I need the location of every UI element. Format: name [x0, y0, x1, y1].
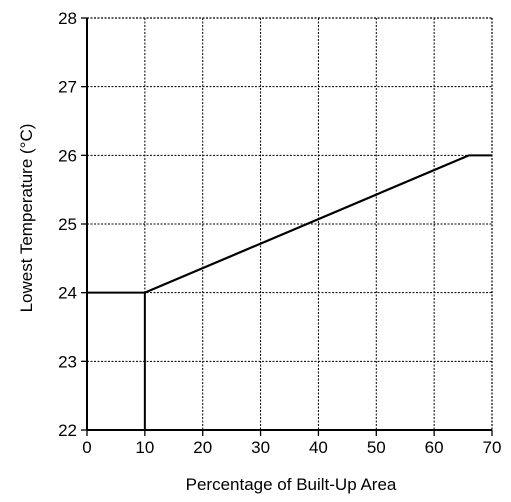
x-tick-label: 60	[425, 438, 444, 457]
axes	[81, 17, 493, 436]
y-axis-label: Lowest Temperature (°C)	[17, 124, 36, 313]
x-tick-label: 70	[483, 438, 502, 457]
grid-lines	[87, 18, 492, 430]
x-tick-labels: 0 10 20 30 40 50 60 70	[82, 438, 501, 457]
y-tick-label: 28	[58, 9, 77, 28]
series-line	[144, 154, 470, 294]
y-tick-label: 26	[58, 146, 77, 165]
x-tick-label: 40	[309, 438, 328, 457]
y-tick-label: 24	[58, 284, 77, 303]
x-tick-label: 10	[135, 438, 154, 457]
x-tick-label: 0	[82, 438, 91, 457]
x-tick-label: 50	[367, 438, 386, 457]
y-tick-label: 27	[58, 78, 77, 97]
y-tick-label: 22	[58, 421, 77, 440]
x-axis-label: Percentage of Built-Up Area	[186, 475, 397, 494]
data-series	[144, 154, 470, 294]
x-tick-label: 20	[193, 438, 212, 457]
y-tick-labels: 22 23 24 25 26 27 28	[58, 9, 77, 440]
y-tick-label: 25	[58, 215, 77, 234]
x-tick-label: 30	[251, 438, 270, 457]
y-tick-label: 23	[58, 352, 77, 371]
reference-lines	[87, 154, 492, 430]
